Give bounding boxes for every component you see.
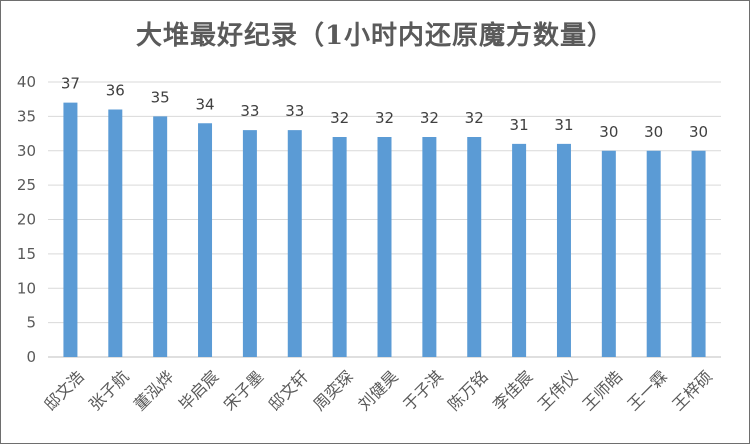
bar-9 [467,137,482,357]
data-label-3: 34 [195,95,214,113]
category-label-10: 李佳宸 [489,367,536,414]
y-tick-label-30: 30 [17,142,36,160]
data-label-8: 32 [420,109,439,127]
data-label-5: 33 [285,102,304,120]
bar-2 [153,116,168,357]
bar-1 [108,109,123,357]
bar-14 [691,150,706,357]
y-tick-label-5: 5 [26,314,36,332]
y-tick-label-10: 10 [17,279,36,297]
bar-5 [287,130,302,357]
category-label-3: 毕启宸 [175,367,222,414]
bar-6 [332,137,347,357]
y-tick-label-25: 25 [17,176,36,194]
data-label-7: 32 [375,109,394,127]
category-label-5: 邸文轩 [265,367,312,414]
y-tick-label-35: 35 [17,107,36,125]
data-label-0: 37 [61,75,80,93]
category-label-12: 王师皓 [579,367,626,414]
data-label-13: 30 [644,123,663,141]
data-label-1: 36 [106,82,125,100]
bar-4 [242,130,257,357]
bar-3 [198,123,213,357]
y-tick-label-0: 0 [26,348,36,366]
category-label-7: 刘健昊 [354,367,401,414]
data-label-6: 32 [330,109,349,127]
bar-8 [422,137,437,357]
bar-13 [646,150,661,357]
category-label-1: 张子航 [85,367,132,414]
bar-12 [601,150,616,357]
category-label-0: 邸文浩 [40,367,87,414]
category-label-8: 于子淇 [399,367,446,414]
data-label-9: 32 [465,109,484,127]
y-tick-label-40: 40 [17,73,36,91]
data-label-14: 30 [689,123,708,141]
category-label-14: 王梓硕 [668,367,715,414]
category-label-9: 陈万铭 [444,367,491,414]
category-label-2: 董泓烨 [130,367,177,414]
data-label-2: 35 [151,88,170,106]
bar-11 [556,143,571,357]
bar-0 [63,102,78,357]
data-label-10: 31 [510,116,529,134]
data-label-11: 31 [554,116,573,134]
category-label-11: 王伟仪 [534,367,581,414]
bar-7 [377,137,392,357]
data-label-12: 30 [599,123,618,141]
chart-title: 大堆最好纪录（1小时内还原魔方数量） [135,21,615,51]
data-label-4: 33 [240,102,259,120]
y-tick-label-15: 15 [17,245,36,263]
category-label-13: 王一霖 [624,367,671,414]
category-label-6: 周奕琛 [310,367,357,414]
bar-10 [512,143,527,357]
y-tick-label-20: 20 [17,211,36,229]
category-label-4: 宋子墨 [220,367,267,414]
